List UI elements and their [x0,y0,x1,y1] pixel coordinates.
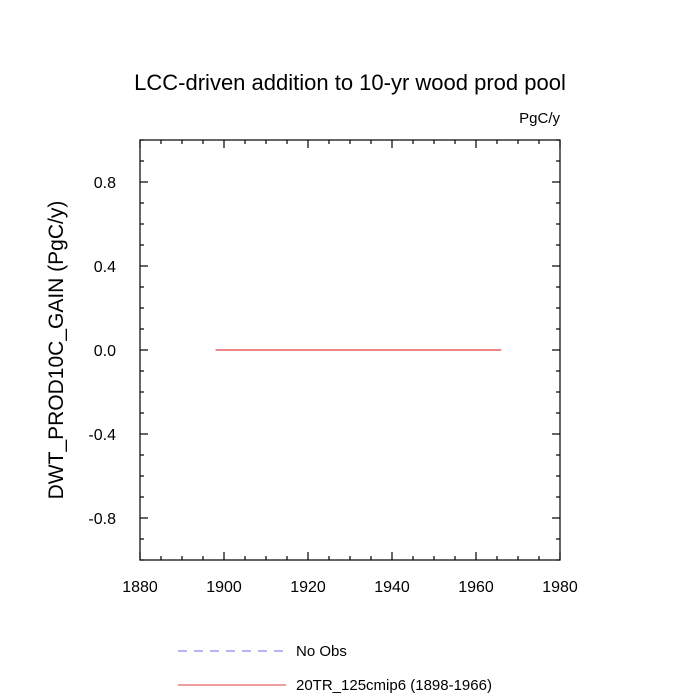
y-tick-label: 0.4 [94,259,116,276]
y-axis-title: DWT_PROD10C_GAIN (PgC/y) [45,201,68,500]
units-label: PgC/y [519,110,560,127]
plot-frame [139,139,561,561]
legend-label: 20TR_125cmip6 (1898-1966) [296,677,492,694]
chart-title: LCC-driven addition to 10-yr wood prod p… [134,70,566,95]
legend-label: No Obs [296,643,347,660]
x-tick-label: 1920 [290,579,326,596]
x-tick-label: 1980 [542,579,578,596]
y-tick-label: 0.0 [94,343,116,360]
y-tick-label: -0.8 [88,511,116,528]
x-tick-label: 1900 [206,579,242,596]
x-tick-label: 1940 [374,579,410,596]
x-tick-label: 1960 [458,579,494,596]
legend: No Obs 20TR_125cmip6 (1898-1966) [178,643,492,694]
axis-ticks: 1880 1900 1920 1940 1960 1980 -0.8 -0.4 0.0 0.4 0.… [88,139,578,596]
y-tick-label: -0.4 [88,427,116,444]
y-tick-label: 0.8 [94,175,116,192]
x-tick-label: 1880 [122,579,158,596]
